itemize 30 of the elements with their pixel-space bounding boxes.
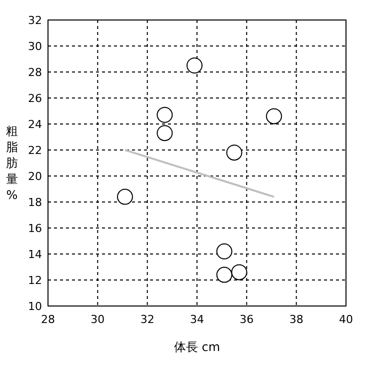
x-tick-label: 38: [289, 313, 304, 326]
point: [216, 243, 232, 260]
point: [186, 58, 203, 74]
point: [266, 108, 282, 124]
x-tick-label: 32: [140, 313, 154, 326]
y-tick-label: 28: [28, 66, 42, 79]
point: [156, 106, 173, 123]
y-tick-label: 26: [28, 92, 42, 105]
y-tick-label: 22: [28, 144, 42, 157]
y-axis-title: 粗脂肪量%: [6, 124, 18, 202]
y-tick-label: 16: [28, 222, 42, 235]
point: [231, 264, 248, 280]
y-tick-label: 30: [28, 40, 42, 53]
y-tick-label: 14: [28, 248, 42, 261]
point: [226, 144, 242, 161]
x-tick-label: 40: [339, 313, 353, 326]
x-axis-title: 体長 cm: [174, 340, 220, 354]
point: [116, 188, 133, 205]
y-tick-label: 32: [28, 14, 42, 27]
x-tick-label: 30: [90, 313, 105, 326]
x-tick-label: 34: [190, 313, 204, 326]
y-tick-label: 10: [28, 300, 42, 313]
point: [156, 125, 173, 142]
y-tick-label: 18: [28, 196, 42, 209]
y-tick-label: 20: [28, 170, 42, 183]
y-tick-label: 12: [28, 274, 42, 287]
point: [216, 266, 232, 283]
x-tick-label: 28: [41, 313, 55, 326]
y-tick-label: 24: [28, 118, 42, 131]
x-tick-label: 36: [240, 313, 254, 326]
